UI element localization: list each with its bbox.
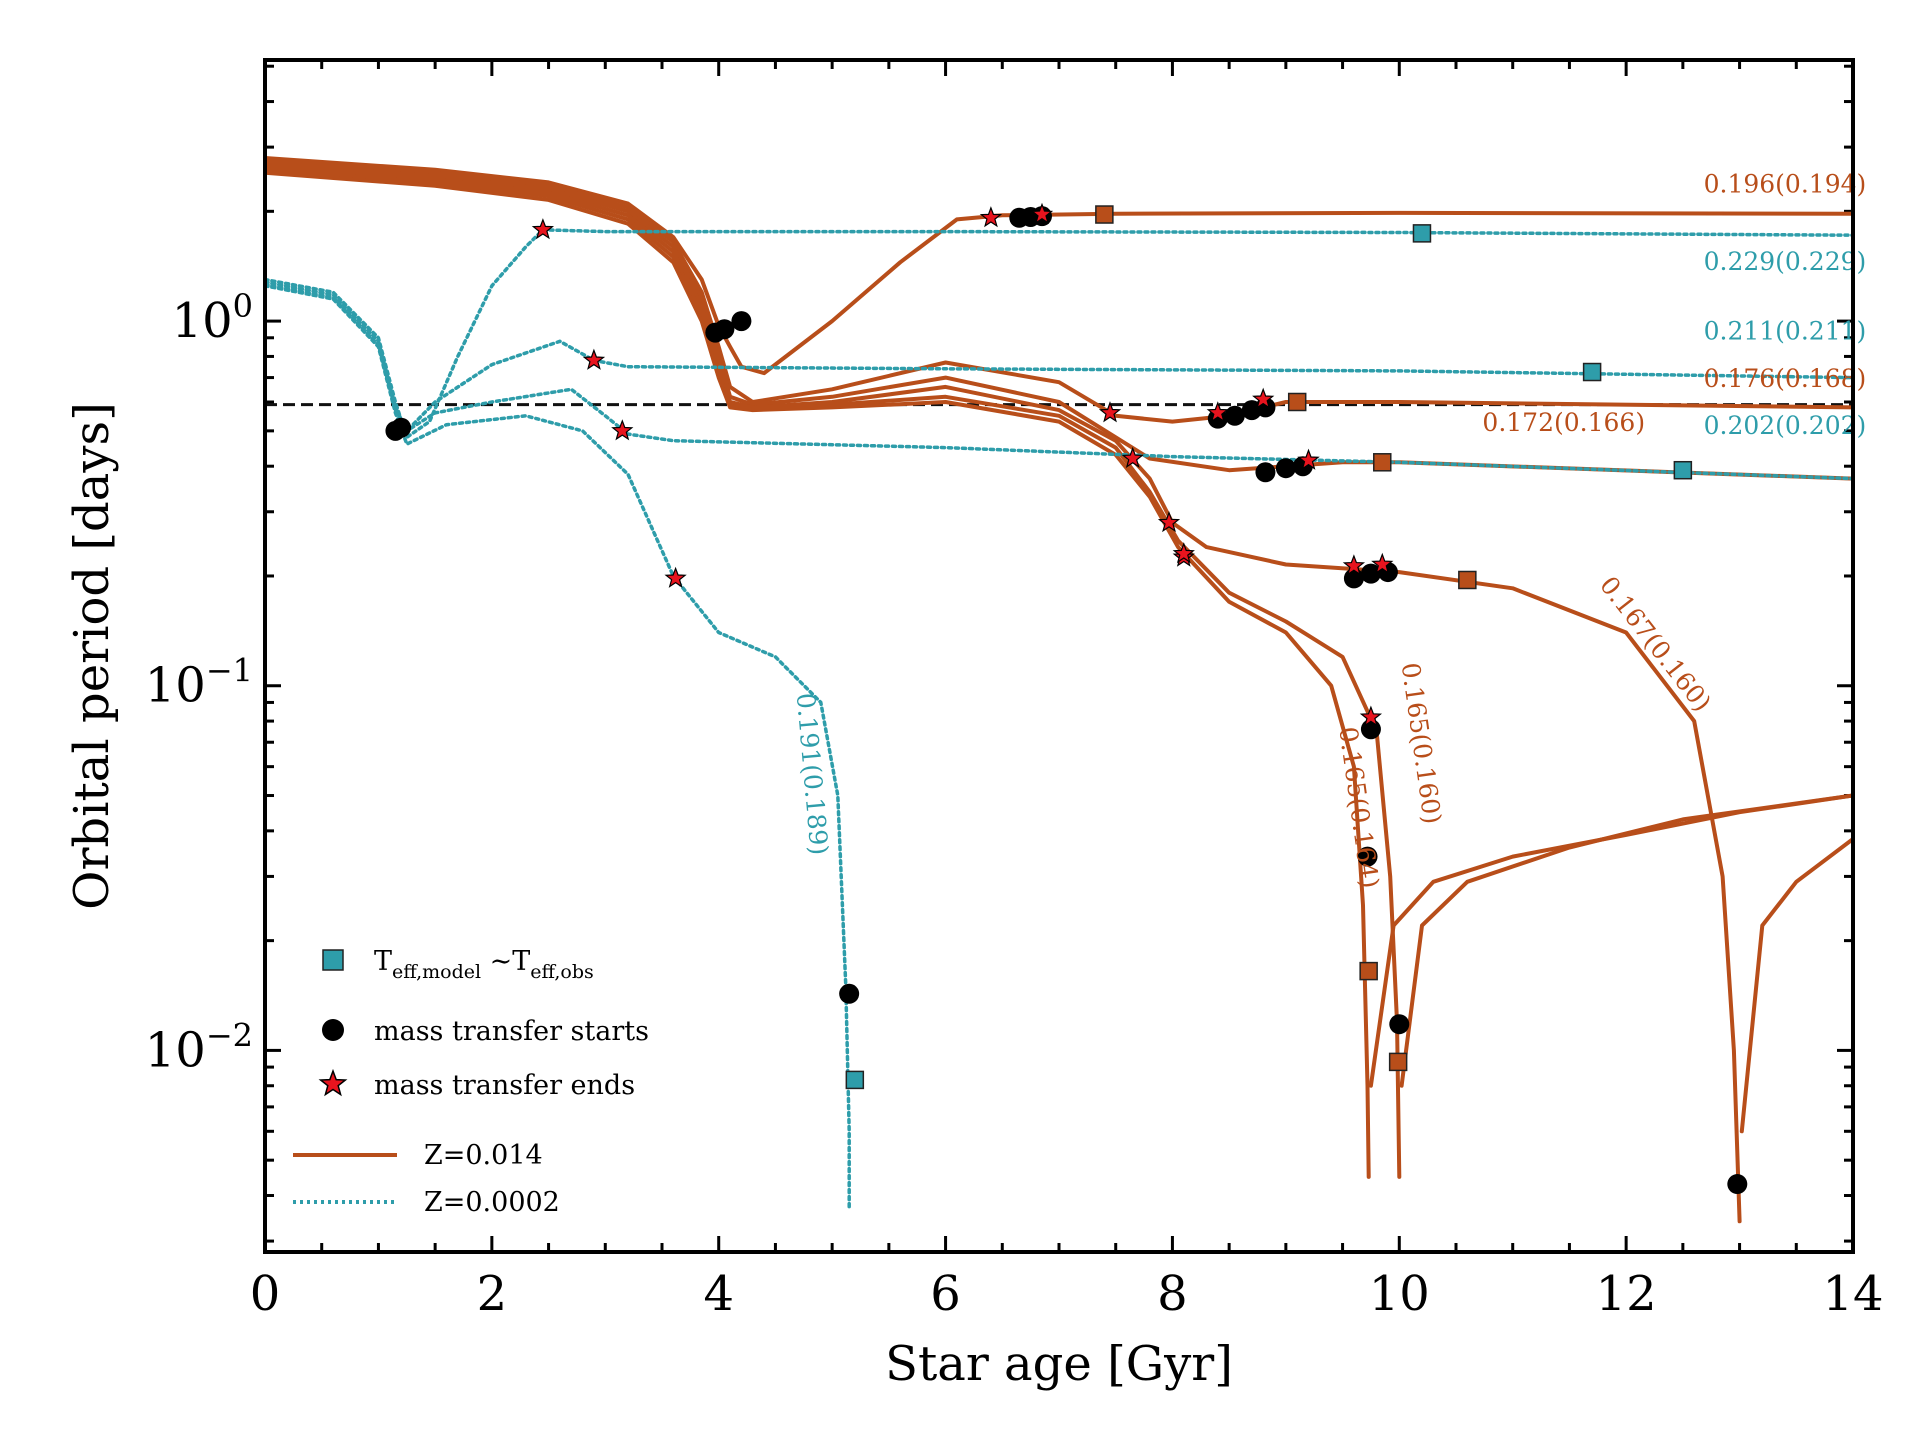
mt-start-marker	[1275, 458, 1296, 479]
markers-group	[385, 202, 1748, 1195]
legend-item-z014: Z=0.014	[293, 1140, 543, 1171]
series-line	[265, 167, 1402, 1179]
mt-end-star-marker	[1359, 705, 1383, 727]
legend-item-z0002: Z=0.0002	[293, 1187, 560, 1218]
legend-z0002-label: Z=0.0002	[424, 1187, 560, 1218]
legend-item-mt-start: mass transfer starts	[322, 1016, 649, 1047]
mt-start-marker	[1343, 568, 1364, 589]
mt-end-star-marker	[1030, 202, 1054, 224]
mt-end-star-marker	[1342, 554, 1366, 576]
curve-label: 0.172(0.166)	[1482, 408, 1645, 437]
curve-label: 0.196(0.194)	[1704, 170, 1867, 199]
mt-end-star-marker	[1371, 552, 1394, 574]
curve-label: 0.211(0.211)	[1704, 317, 1867, 346]
mt-start-marker	[1360, 563, 1381, 584]
x-tick-label: 2	[477, 1266, 508, 1322]
legend-end-star-marker	[318, 1068, 348, 1097]
mt-end-star-marker	[1252, 387, 1275, 409]
mt-end-star-marker	[979, 206, 1003, 228]
mt-start-marker	[714, 319, 735, 340]
mt-end-star-marker	[611, 419, 634, 441]
legend-teff-label: Teff,model ∼Teff,obs	[374, 946, 594, 983]
mt-end-star-marker	[1157, 510, 1181, 533]
mt-start-marker	[1727, 1174, 1748, 1195]
tick-labels: 0 2 4 6 8 10 12 14 100 10−1 10−2	[145, 287, 1884, 1322]
legend: Teff,model ∼Teff,obs mass transfer start…	[293, 946, 649, 1218]
mt-end-star-marker	[531, 218, 555, 240]
y-tick-label: 10−1	[145, 652, 253, 714]
legend-item-teff: Teff,model ∼Teff,obs	[322, 946, 594, 983]
y-axis-title: Orbital period [days]	[64, 402, 120, 910]
mt-start-marker	[1357, 846, 1378, 867]
x-tick-label: 14	[1822, 1266, 1883, 1322]
series-line	[265, 280, 1853, 433]
x-tick-label: 8	[1157, 1266, 1188, 1322]
teff-square-marker	[1373, 453, 1392, 472]
teff-square-marker	[1359, 961, 1378, 981]
x-tick-label: 0	[250, 1266, 281, 1322]
curve-label: 0.229(0.229)	[1704, 247, 1867, 276]
mt-end-star-marker	[1297, 448, 1320, 470]
series-line	[265, 161, 1853, 481]
x-axis-title: Star age [Gyr]	[885, 1336, 1233, 1392]
x-tick-label: 12	[1596, 1266, 1657, 1322]
series-line	[1739, 837, 1853, 1134]
teff-square-marker	[1388, 1052, 1408, 1072]
x-tick-label: 4	[703, 1266, 734, 1322]
legend-start-circle-marker	[322, 1019, 344, 1041]
series-line	[265, 170, 1371, 1179]
mt-start-marker	[839, 983, 860, 1004]
x-tick-label: 10	[1369, 1266, 1430, 1322]
mt-start-marker	[391, 417, 412, 438]
teff-square-marker	[1582, 362, 1602, 382]
y-tick-label: 100	[172, 287, 253, 349]
mt-start-marker	[1224, 405, 1245, 426]
mt-start-marker	[1389, 1014, 1410, 1035]
series-line	[265, 284, 851, 1210]
mt-end-star-marker	[1121, 446, 1144, 468]
teff-square-marker	[845, 1070, 865, 1090]
series-line	[1399, 793, 1853, 1088]
series-line	[265, 164, 1742, 1224]
teff-square-marker	[1412, 224, 1432, 243]
plot-frame	[263, 58, 1855, 1254]
legend-z014-label: Z=0.014	[424, 1140, 543, 1171]
teff-square-marker	[1095, 205, 1114, 224]
mt-end-star-marker	[1172, 542, 1195, 564]
legend-teff-square-marker	[322, 949, 344, 971]
mt-end-star-marker	[582, 348, 606, 370]
x-tick-label: 6	[930, 1266, 961, 1322]
mt-end-star-marker	[1206, 401, 1229, 423]
legend-item-mt-end: mass transfer ends	[318, 1068, 635, 1101]
mt-end-star-marker	[664, 566, 687, 588]
curve-label: 0.176(0.168)	[1704, 364, 1867, 393]
curve-label: 0.202(0.202)	[1704, 411, 1867, 440]
y-tick-label: 10−2	[145, 1016, 253, 1078]
legend-end-label: mass transfer ends	[374, 1070, 635, 1101]
mt-end-star-marker	[1098, 401, 1122, 423]
teff-square-marker	[1673, 460, 1693, 480]
teff-square-marker	[1287, 392, 1307, 412]
mt-start-marker	[731, 311, 752, 332]
mt-start-marker	[1255, 462, 1276, 483]
legend-start-label: mass transfer starts	[374, 1016, 649, 1047]
teff-square-marker	[1458, 570, 1477, 590]
